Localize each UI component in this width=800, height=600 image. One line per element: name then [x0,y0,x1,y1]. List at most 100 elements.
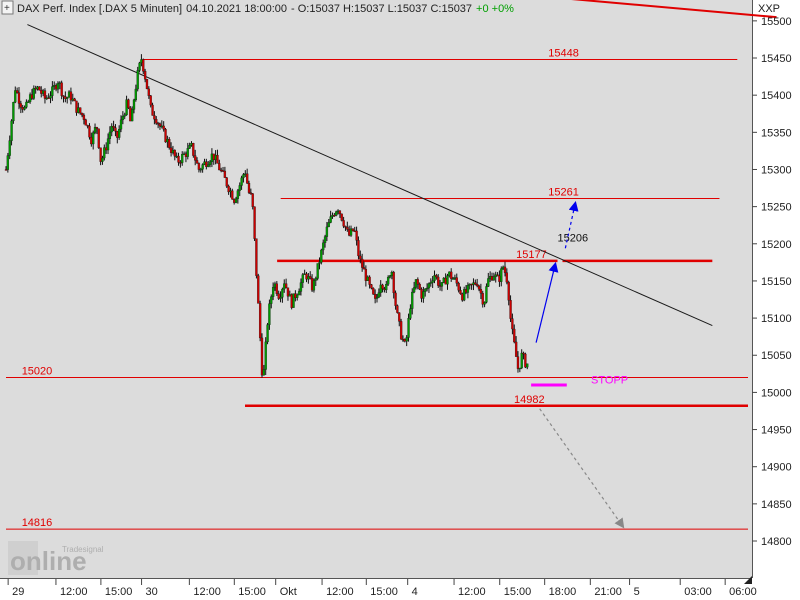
candle-down [143,71,147,80]
scroll-corner-icon[interactable] [744,576,752,584]
candle-up [489,276,492,279]
candle-up [526,363,529,368]
candle-down [225,177,228,187]
candle-up [485,286,488,303]
plot-area[interactable] [0,0,752,578]
candle-up [405,337,408,342]
candle-down [114,127,117,132]
candle-down [353,230,356,232]
candle-up [336,210,340,212]
trendlines [27,0,777,326]
level-label: 15261 [548,186,579,198]
candle-down [231,190,234,200]
candle-down [394,292,397,306]
candle-down [381,284,384,289]
candle-up [297,291,301,296]
candle-up [307,276,310,280]
candle-down [455,277,458,284]
candle-up [425,287,429,290]
candle-up [407,318,410,338]
candle-up [331,214,334,217]
candle-down [164,129,167,143]
candle-up [23,107,26,110]
candle-up [93,127,97,133]
time-tick-label: 12:00 [326,586,354,598]
candle-up [27,101,30,103]
candle-up [207,164,210,167]
candle-down [342,220,345,227]
candle-down [513,328,516,343]
candle-up [67,91,71,98]
header-instrument: DAX Perf. Index [.DAX 5 Minuten] [17,3,182,15]
price-tick-label: 14900 [761,462,792,474]
candle-up [6,155,10,170]
candle-up [388,275,392,278]
time-tick-label: Okt [280,586,297,598]
time-axis: 29 12:00 15:00 30 12:00 15:00 Okt 12:00 15:00 4 12… [7,579,757,598]
candle-down [459,290,462,295]
candle-down [75,100,78,113]
candle-down [420,288,423,299]
candle-up [101,157,104,162]
candle-down [105,147,108,151]
time-tick-label: 18:00 [549,586,577,598]
candle-up [453,277,457,279]
time-tick-label: 30 [146,586,158,598]
candle-up [379,284,382,293]
candle-up [292,293,295,308]
candle-down [461,293,464,301]
candle-up [71,98,74,101]
candle-up [103,147,106,159]
candle-up [487,278,490,287]
candle-down [522,352,525,355]
candle-up [390,272,393,276]
candles [4,54,529,378]
candle-up [119,119,123,130]
candle-down [205,161,208,167]
candle-down [503,266,507,273]
time-tick-label: 03:00 [684,586,712,598]
candle-down [361,258,364,268]
candle-up [138,62,141,71]
candle-down [507,282,510,301]
candle-down [474,282,477,285]
candle-down [247,183,251,193]
level-label: 15020 [22,366,53,378]
price-tick-label: 15050 [761,350,792,362]
candle-up [283,283,286,290]
candle-up [266,324,269,343]
candle-up [463,289,466,301]
candle-up [312,280,316,291]
blue-arrow-up-2 [564,200,579,249]
time-tick-label: 06:00 [729,586,757,598]
candle-down [368,276,371,285]
candle-down [444,277,447,285]
candle-up [501,266,505,269]
price-tick-label: 15250 [761,202,792,214]
candle-up [208,161,212,165]
candle-up [166,139,169,143]
candle-up [45,97,48,99]
candle-down [498,275,501,282]
candle-up [448,271,451,276]
candle-up [427,283,431,289]
candle-down [340,213,343,221]
header-ohlc: - O:15037 H:15037 L:15037 C:15037 [291,3,472,15]
price-tick-label: 15200 [761,239,792,251]
time-tick-label: 15:00 [504,586,532,598]
candle-up [494,274,497,278]
candle-up [199,169,202,171]
candle-down [212,153,215,161]
time-tick-label: 15:00 [105,586,133,598]
blue-arrow-up-1 [535,261,559,343]
trendline-downtrend [27,24,713,326]
candle-down [392,272,395,294]
annotation-text: STOPP [591,374,628,386]
candle-up [190,142,193,146]
header-expand-icon[interactable]: + [4,3,10,14]
candle-down [310,277,314,291]
candle-down [399,321,403,340]
candle-down [15,90,19,93]
candle-up [238,185,241,191]
